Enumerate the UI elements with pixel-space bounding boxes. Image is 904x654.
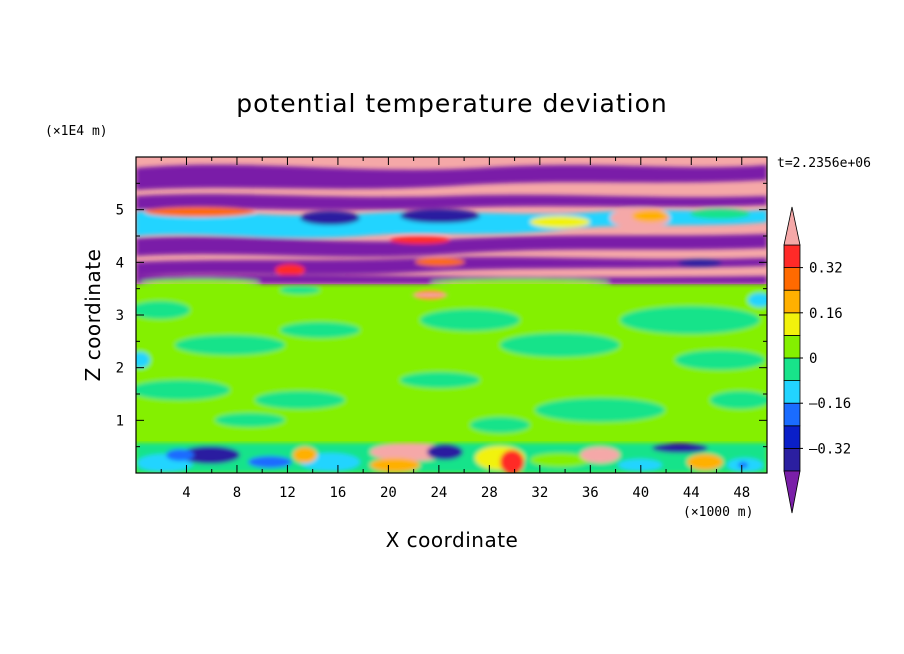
colorbar-tick-label: 0 bbox=[809, 351, 817, 367]
x-tick-label: 20 bbox=[380, 485, 397, 501]
colorbar-bin bbox=[783, 312, 801, 336]
middle-layer bbox=[136, 283, 767, 443]
y-tick-labels: 1 2 3 4 5 bbox=[116, 203, 124, 430]
y-axis bbox=[136, 182, 767, 448]
x-tick-label: 16 bbox=[329, 485, 346, 501]
x-tick-label: 40 bbox=[632, 485, 649, 501]
colorbar-bin bbox=[783, 334, 801, 359]
colorbar-bin bbox=[783, 267, 801, 291]
x-tick-label: 12 bbox=[279, 485, 296, 501]
colorbar-bin bbox=[783, 357, 801, 382]
y-axis-label: Z coordinate bbox=[81, 249, 105, 382]
colorbar-ticks: 0.32 0.16 0 –0.16 –0.32 bbox=[800, 261, 851, 457]
colorbar-tick-label: 0.16 bbox=[809, 306, 843, 322]
y-axis-unit: (×1E4 m) bbox=[45, 124, 108, 139]
x-tick-label: 44 bbox=[683, 485, 700, 501]
x-tick-labels: 4 8 12 16 20 24 28 32 36 40 44 48 bbox=[182, 485, 750, 501]
colorbar-extend-min bbox=[783, 470, 801, 514]
y-tick-label: 4 bbox=[116, 255, 124, 271]
y-tick-label: 5 bbox=[116, 203, 124, 219]
colorbar bbox=[783, 206, 801, 514]
colorbar-bin bbox=[783, 425, 801, 449]
colorbar-bin bbox=[783, 289, 801, 314]
colorbar-bin bbox=[783, 447, 801, 472]
x-axis-unit: (×1000 m) bbox=[683, 505, 753, 520]
x-axis bbox=[160, 157, 743, 473]
colorbar-bin bbox=[783, 244, 801, 269]
x-tick-label: 4 bbox=[182, 485, 190, 501]
y-tick-label: 2 bbox=[116, 361, 124, 377]
x-tick-label: 36 bbox=[582, 485, 599, 501]
time-label: t=2.2356e+06 bbox=[777, 156, 871, 171]
lower-band bbox=[136, 443, 767, 473]
colorbar-tick-label: –0.16 bbox=[809, 396, 851, 412]
y-tick-label: 1 bbox=[116, 413, 124, 429]
y-tick-label: 3 bbox=[116, 308, 124, 324]
x-axis-label: X coordinate bbox=[386, 528, 519, 552]
x-tick-label: 28 bbox=[481, 485, 498, 501]
x-tick-label: 8 bbox=[233, 485, 241, 501]
plot-field bbox=[136, 157, 767, 473]
x-tick-label: 24 bbox=[430, 485, 447, 501]
chart-title: potential temperature deviation bbox=[236, 89, 667, 118]
colorbar-bin bbox=[783, 402, 801, 427]
x-tick-label: 48 bbox=[733, 485, 750, 501]
colorbar-extend-max bbox=[783, 206, 801, 246]
colorbar-tick-label: –0.32 bbox=[809, 441, 851, 457]
x-tick-label: 32 bbox=[531, 485, 548, 501]
upper-layer bbox=[136, 157, 767, 298]
colorbar-tick-label: 0.32 bbox=[809, 261, 843, 277]
colorbar-bin bbox=[783, 380, 801, 404]
